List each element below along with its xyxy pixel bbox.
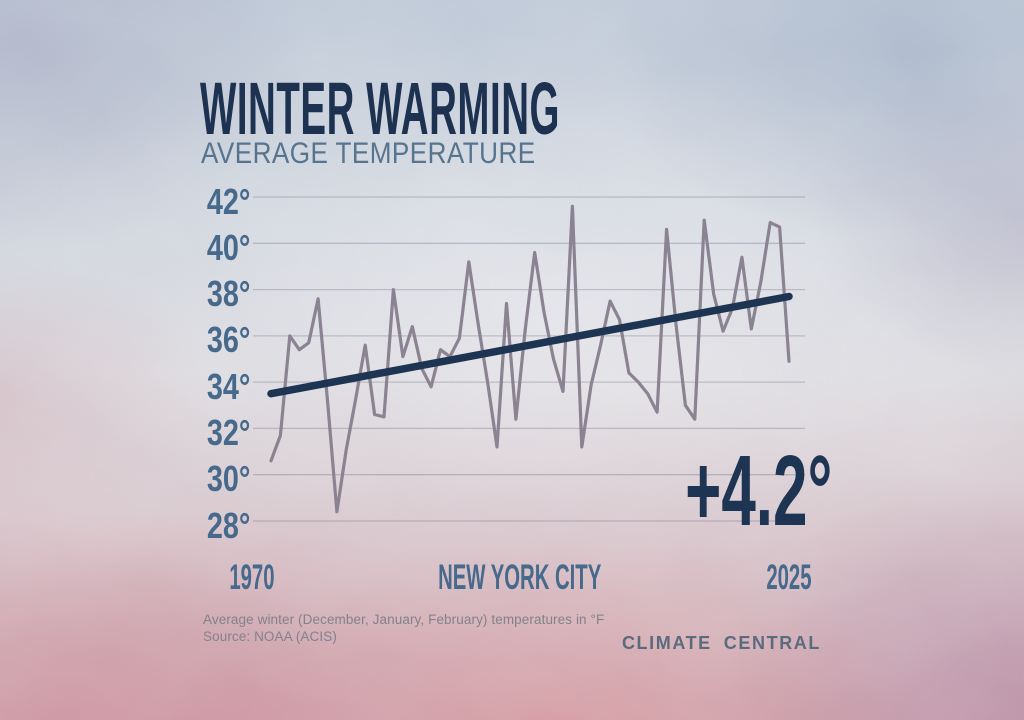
- footnote-line1: Average winter (December, January, Febru…: [203, 612, 605, 627]
- page-subtitle-text: AVERAGE TEMPERATURE: [201, 137, 536, 170]
- page-subtitle: AVERAGE TEMPERATURE: [201, 139, 901, 169]
- footnote-line2: Source: NOAA (ACIS): [203, 628, 337, 644]
- footnote: Average winter (December, January, Febru…: [203, 612, 763, 645]
- climate-central-logo: CLIMATE CENTRAL: [622, 631, 821, 655]
- page-title-text: WINTER WARMING: [200, 67, 560, 150]
- trend-change-annotation: +4.2°: [685, 435, 833, 547]
- y-tick-label: 38°: [206, 273, 250, 315]
- x-axis-start-label: 1970: [229, 558, 275, 597]
- y-tick-label: 30°: [206, 458, 250, 500]
- logo-word-central: CENTRAL: [723, 633, 821, 653]
- y-tick-label: 36°: [206, 319, 250, 361]
- location-label: NEW YORK CITY: [438, 558, 602, 597]
- y-tick-label: 32°: [206, 411, 250, 453]
- temperature-series-line: [269, 204, 791, 514]
- x-axis-end-label: 2025: [766, 558, 812, 597]
- page-title: WINTER WARMING: [200, 72, 900, 146]
- logo-word-climate: CLIMATE: [621, 633, 712, 653]
- y-tick-label: 34°: [206, 365, 250, 407]
- y-tick-label: 40°: [206, 226, 250, 268]
- trend-line: [267, 292, 793, 398]
- y-tick-label: 42°: [206, 180, 250, 222]
- y-tick-label: 28°: [206, 504, 250, 546]
